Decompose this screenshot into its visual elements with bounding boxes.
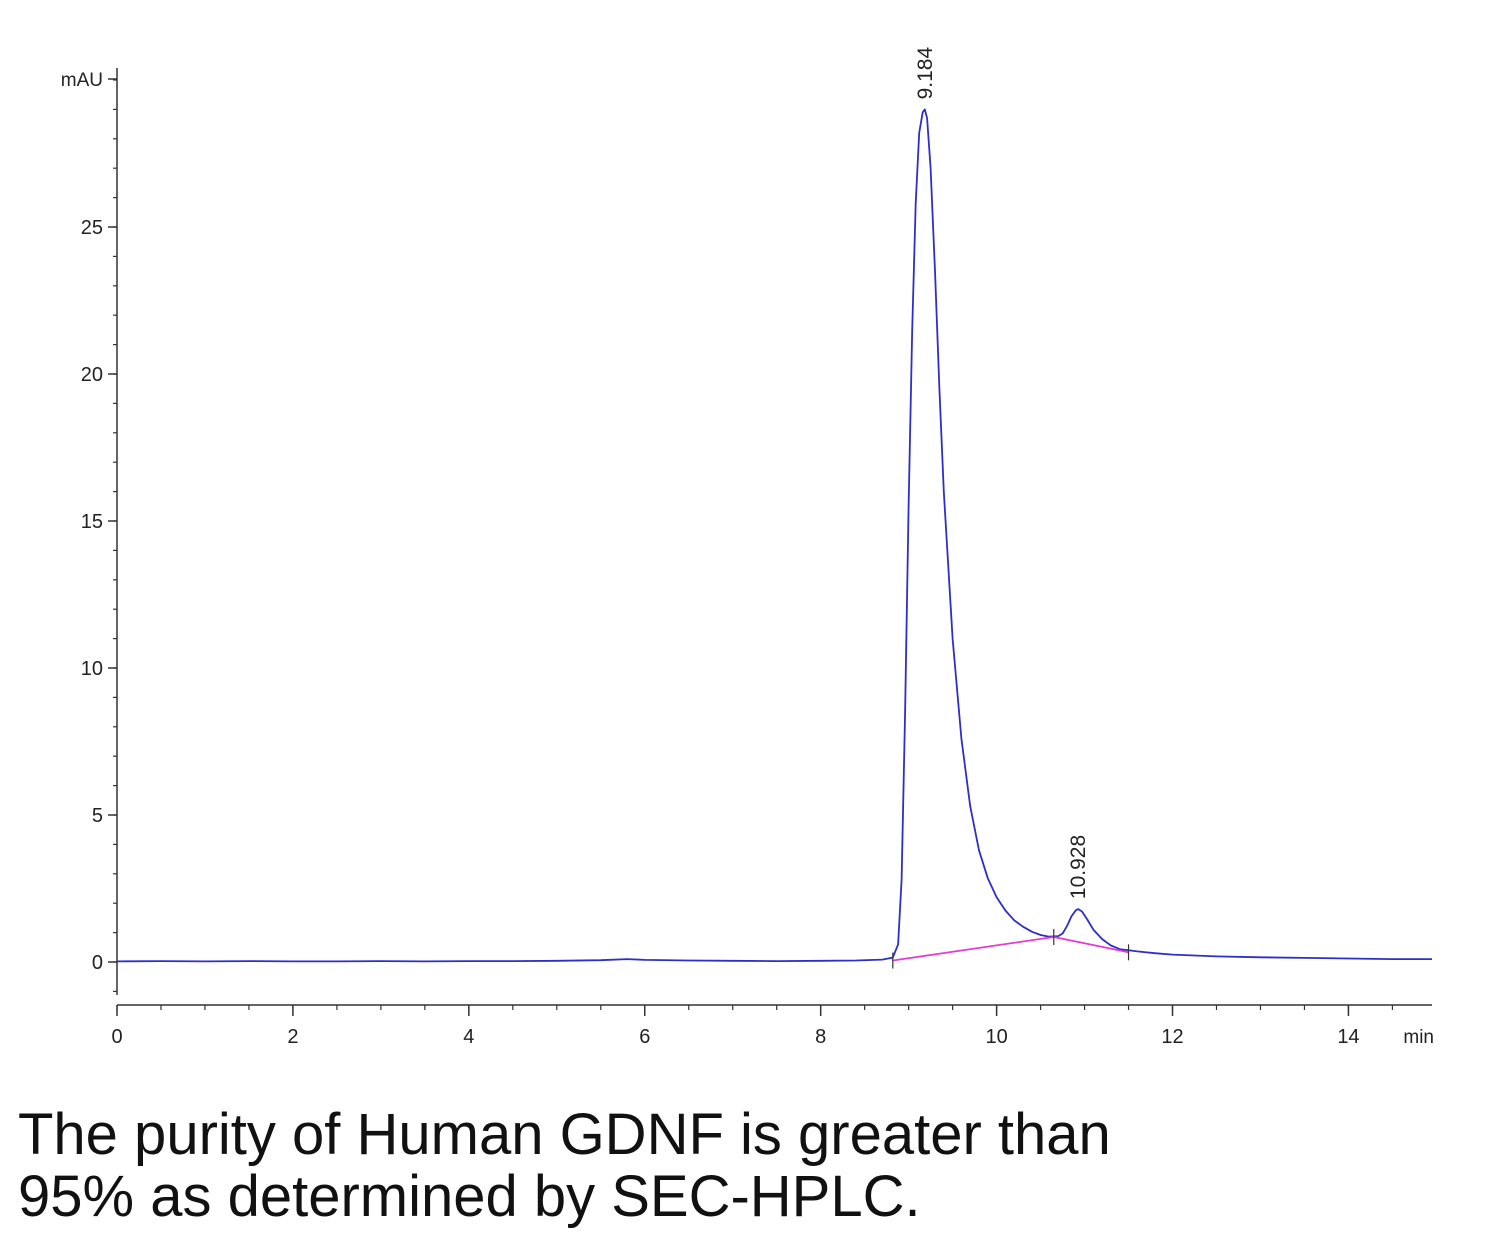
- series-group: [116, 108, 1432, 969]
- x-tick-label: 2: [287, 1026, 298, 1048]
- caption-line-2: 95% as determined by SEC-HPLC.: [18, 1164, 921, 1229]
- x-tick-label: 4: [463, 1026, 474, 1048]
- y-tick-label: 20: [81, 364, 103, 386]
- peak-labels: 9.184 10.928: [914, 47, 1090, 900]
- y-tick-label: 15: [81, 511, 103, 533]
- x-tick-label: 8: [815, 1026, 826, 1048]
- caption-line-1: The purity of Human GDNF is greater than: [18, 1102, 1111, 1167]
- y-tick-label: 0: [92, 952, 103, 974]
- x-tick-label: 6: [639, 1026, 650, 1048]
- figure-caption: The purity of Human GDNF is greater than…: [18, 1104, 1478, 1228]
- y-axis: 0 5 10 15 20 25 mAU: [61, 68, 118, 995]
- signal-trace: [116, 108, 1432, 963]
- chromatogram-chart: 0 5 10 15 20 25 mAU 0 2 4 6 8 10 12 14 min 9.184 10.928: [61, 47, 1434, 1048]
- x-axis-unit-label: min: [1403, 1027, 1434, 1048]
- peak-label: 9.184: [914, 47, 937, 100]
- x-axis: 0 2 4 6 8 10 12 14 min: [111, 1004, 1434, 1048]
- x-tick-label: 0: [111, 1026, 122, 1048]
- y-tick-label: 25: [81, 217, 103, 239]
- y-axis-unit-label: mAU: [61, 70, 103, 91]
- y-tick-label: 10: [81, 658, 103, 680]
- integration-baseline: [892, 936, 1129, 962]
- y-tick-label: 5: [92, 805, 103, 827]
- peak-label: 10.928: [1067, 835, 1090, 899]
- x-tick-label: 10: [985, 1026, 1007, 1048]
- x-tick-label: 14: [1337, 1026, 1359, 1048]
- x-tick-label: 12: [1161, 1026, 1183, 1048]
